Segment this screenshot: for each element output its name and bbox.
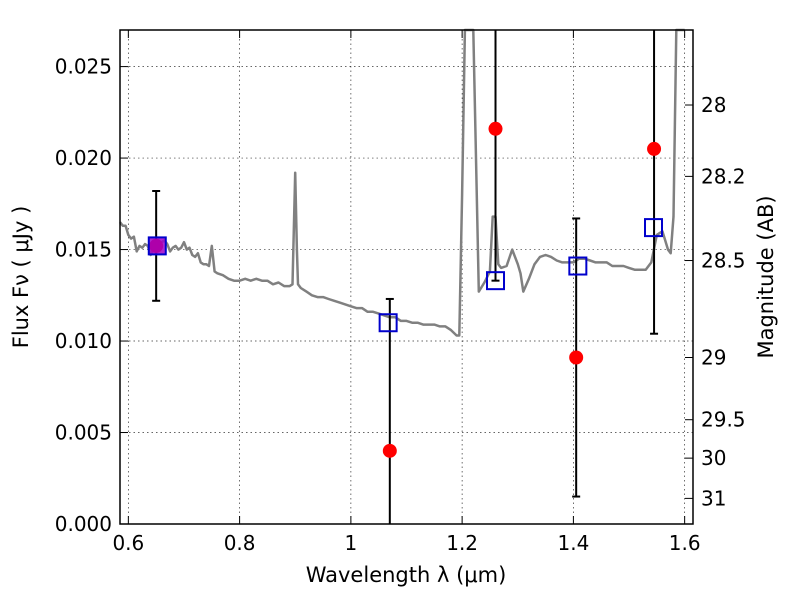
model-photometry-square [486,271,506,291]
observed-point [382,443,397,458]
y-tick-label: 0.015 [55,238,112,262]
model-photometry-square [378,313,398,333]
right-y-axis-title: Magnitude (AB) [754,195,778,358]
observed-point [569,350,584,365]
y-tick-label: 0.010 [55,329,112,353]
right-y-tick-label: 28 [701,93,726,117]
y-axis-title: Flux Fν ( μJy ) [9,206,33,349]
right-y-tick-label: 29 [701,346,726,370]
model-photometry-square [568,256,588,276]
x-tick-label: 0.6 [112,531,144,555]
right-y-tick-label: 28.2 [701,164,746,188]
right-y-tick-label: 31 [701,486,726,510]
model-sed-line [119,28,685,337]
y-tick-label: 0.025 [55,55,112,79]
right-y-tick-label: 30 [701,446,726,470]
x-tick-label: 1.4 [557,531,589,555]
observed-point [647,141,662,156]
x-tick-label: 1 [345,531,358,555]
grid-layer [120,30,693,525]
data-points-layer [147,121,664,458]
model-photometry-square [147,236,167,256]
model-photometry-square [644,218,664,238]
model-sed-layer [119,28,685,337]
x-tick-label: 1.6 [669,531,701,555]
x-axis-title: Wavelength λ (μm) [306,563,507,587]
right-y-tick-label: 28.5 [701,249,746,273]
error-bar-layer [152,30,659,524]
y-tick-label: 0.005 [55,421,112,445]
observed-point [488,121,503,136]
plot-frame [119,29,694,525]
y-tick-label: 0.000 [55,512,112,536]
x-tick-label: 1.2 [446,531,478,555]
tick-layer: 0.6 0.8 1 1.2 1.4 1.6 0.000 0.005 0.010 0.015 0.02… [55,30,746,555]
y-tick-label: 0.020 [55,146,112,170]
x-tick-label: 0.8 [224,531,256,555]
right-y-tick-label: 29.5 [701,408,746,432]
